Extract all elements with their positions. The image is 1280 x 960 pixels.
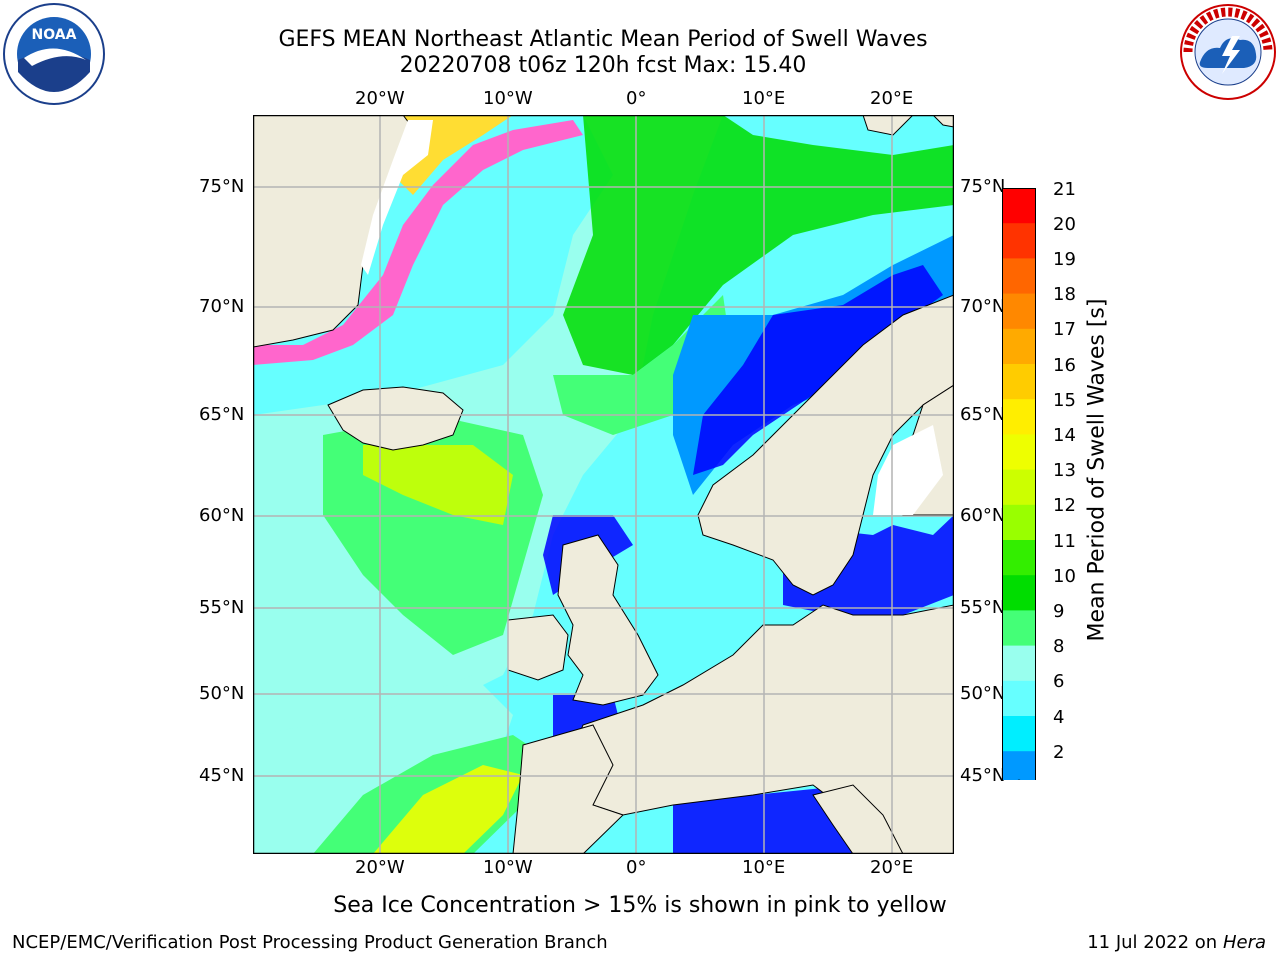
colorbar-title: Mean Period of Swell Waves [s]	[1084, 298, 1110, 642]
colorbar-tick: 20	[1053, 214, 1076, 235]
swell-zone-3s	[633, 515, 743, 645]
svalbard-landmass	[862, 115, 914, 136]
ireland-landmass	[507, 614, 569, 681]
colorbar-segment	[1002, 540, 1036, 576]
colorbar-tick: 12	[1053, 495, 1076, 516]
colorbar-segment	[1002, 258, 1036, 295]
forecast-subtitle: 20220708 t06z 120h fcst Max: 15.40	[399, 53, 807, 78]
colorbar-segment	[1002, 575, 1036, 611]
colorbar-tick: 14	[1053, 425, 1076, 446]
colorbar-tick: 6	[1053, 671, 1065, 692]
sea-ice-note: Sea Ice Concentration > 15% is shown in …	[333, 893, 947, 918]
colorbar-segment	[1002, 751, 1036, 787]
colorbar-tick: 4	[1053, 707, 1065, 728]
colorbar-segment	[1002, 716, 1036, 752]
nws-logo	[1178, 2, 1278, 102]
swell-zone-7s	[253, 675, 513, 854]
colorbar-tick: 13	[1053, 460, 1076, 481]
footer-date-text: 11 Jul 2022 on	[1087, 932, 1223, 953]
colorbar-segment	[1002, 188, 1036, 224]
lat-tick-left: 65°N	[199, 404, 245, 425]
chart-title: GEFS MEAN Northeast Atlantic Mean Period…	[278, 27, 928, 52]
lon-tick-top: 20°E	[870, 88, 914, 109]
colorbar	[1001, 188, 1037, 788]
greenland-ice-cap	[361, 120, 433, 275]
iberia-landmass	[512, 724, 624, 854]
colorbar-tick: 16	[1053, 355, 1076, 376]
lat-tick-right: 55°N	[960, 597, 1006, 618]
scandinavia-northcape	[932, 115, 954, 128]
colorbar-tick: 11	[1053, 531, 1076, 552]
colorbar-segment	[1002, 469, 1036, 506]
colorbar-tick: 17	[1053, 319, 1076, 340]
lon-tick-bottom: 10°W	[483, 857, 533, 878]
gulf-of-bothnia-ice	[873, 425, 943, 515]
colorbar-tick: 2	[1053, 742, 1065, 763]
swell-zone-2s	[693, 265, 943, 475]
colorbar-segment	[1002, 223, 1036, 259]
iceland-landmass	[327, 386, 464, 451]
lon-tick-top: 10°W	[483, 88, 533, 109]
lat-tick-right: 70°N	[960, 296, 1006, 317]
lon-tick-bottom: 0°	[626, 857, 647, 878]
great-britain-landmass	[557, 534, 659, 706]
lon-tick-top: 20°W	[355, 88, 405, 109]
lat-tick-left: 50°N	[199, 683, 245, 704]
sea-ice-edge	[253, 120, 583, 365]
lat-tick-right: 45°N	[960, 765, 1006, 786]
swell-zone-13s	[363, 445, 513, 525]
map-border	[252, 114, 955, 855]
colorbar-segment	[1002, 680, 1036, 717]
colorbar-tick: 15	[1053, 390, 1076, 411]
footer-credit: NCEP/EMC/Verification Post Processing Pr…	[12, 932, 608, 953]
lat-tick-left: 70°N	[199, 296, 245, 317]
lat-tick-left: 45°N	[199, 765, 245, 786]
colorbar-segment	[1002, 434, 1036, 471]
footer-host: Hera	[1222, 932, 1266, 953]
colorbar-tick: 21	[1053, 179, 1076, 200]
colorbar-segment	[1002, 504, 1036, 541]
lon-tick-top: 10°E	[742, 88, 786, 109]
colorbar-tick: 8	[1053, 636, 1065, 657]
colorbar-segment	[1002, 293, 1036, 330]
lat-tick-right: 50°N	[960, 683, 1006, 704]
colorbar-tick: 10	[1053, 566, 1076, 587]
colorbar-segment	[1002, 364, 1036, 400]
lat-tick-right: 75°N	[960, 176, 1006, 197]
colorbar-segment	[1002, 610, 1036, 647]
swell-zone-15s	[373, 765, 523, 854]
lon-tick-bottom: 10°E	[742, 857, 786, 878]
colorbar-tick: 19	[1053, 249, 1076, 270]
colorbar-segment	[1002, 328, 1036, 365]
scandinavia-landmass	[697, 294, 954, 596]
colorbar-segment	[1002, 645, 1036, 682]
lon-tick-top: 0°	[626, 88, 647, 109]
lat-tick-right: 65°N	[960, 404, 1006, 425]
swell-period-map	[252, 114, 955, 855]
lon-tick-bottom: 20°W	[355, 857, 405, 878]
swell-zone-10s	[563, 115, 954, 375]
lat-tick-left: 60°N	[199, 505, 245, 526]
noaa-logo: NOAA	[2, 2, 106, 106]
colorbar-tick: 18	[1053, 284, 1076, 305]
colorbar-segment	[1002, 399, 1036, 435]
italy-landmass	[812, 784, 904, 854]
footer-date: 11 Jul 2022 on Hera	[1087, 933, 1266, 953]
colorbar-tick: 9	[1053, 601, 1065, 622]
lat-tick-right: 60°N	[960, 505, 1006, 526]
lat-tick-left: 75°N	[199, 176, 245, 197]
lat-tick-left: 55°N	[199, 597, 245, 618]
lon-tick-bottom: 20°E	[870, 857, 914, 878]
noaa-logo-text: NOAA	[32, 27, 77, 43]
